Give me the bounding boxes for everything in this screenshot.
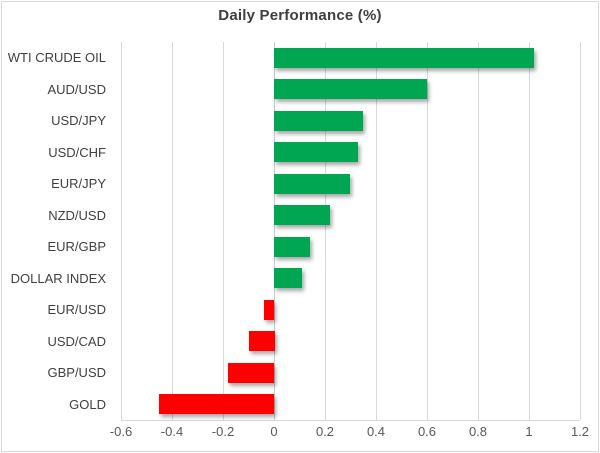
gridline — [376, 42, 377, 420]
bar-gbp-usd — [228, 362, 274, 383]
gridline — [121, 42, 122, 420]
bar-wti-crude-oil — [274, 47, 534, 68]
x-tick-label: 1 — [525, 424, 533, 439]
category-label: NZD/USD — [48, 207, 106, 223]
x-tick-label: 0 — [270, 424, 278, 439]
category-label: EUR/JPY — [51, 176, 106, 192]
x-tick-label: -0.6 — [109, 424, 133, 439]
bar-eur-jpy — [274, 173, 350, 194]
bar-dollar-index — [274, 268, 302, 289]
bar-usd-cad — [249, 331, 275, 352]
bar-nzd-usd — [274, 205, 330, 226]
category-label: USD/JPY — [51, 113, 106, 129]
x-tick-label: 0.4 — [366, 424, 386, 439]
x-tick-label: 0.8 — [468, 424, 488, 439]
gridline — [223, 42, 224, 420]
gridline — [580, 42, 581, 420]
category-label: USD/CHF — [48, 144, 106, 160]
category-label: EUR/GBP — [47, 239, 106, 255]
value-axis: -0.6 -0.4 -0.2 0 0.2 0.4 0.6 0.8 1 1.2 — [110, 424, 589, 446]
plot-area — [121, 42, 581, 421]
bar-usd-jpy — [274, 110, 363, 131]
x-tick-label: 1.2 — [570, 424, 590, 439]
chart-title: Daily Performance (%) — [218, 7, 382, 24]
bar-usd-chf — [274, 142, 358, 163]
x-tick-label: 0.2 — [315, 424, 335, 439]
category-label: GOLD — [69, 396, 106, 412]
bar-eur-gbp — [274, 236, 310, 257]
x-tick-label: -0.2 — [211, 424, 235, 439]
category-label: DOLLAR INDEX — [10, 270, 106, 286]
category-label: GBP/USD — [47, 365, 106, 381]
zero-axis-line — [274, 42, 275, 420]
gridline — [427, 42, 428, 420]
bar-eur-usd — [264, 299, 274, 320]
category-label: WTI CRUDE OIL — [7, 50, 106, 66]
bar-aud-usd — [274, 79, 427, 100]
category-label: AUD/USD — [47, 81, 106, 97]
gridline — [529, 42, 530, 420]
x-tick-label: 0.6 — [417, 424, 437, 439]
x-tick-label: -0.4 — [160, 424, 184, 439]
gridline — [325, 42, 326, 420]
bar-gold — [159, 394, 274, 415]
category-label: EUR/USD — [47, 302, 106, 318]
gridline — [478, 42, 479, 420]
gridline — [172, 42, 173, 420]
category-label: USD/CAD — [47, 333, 106, 349]
category-axis: WTI CRUDE OIL AUD/USD USD/JPY USD/CHF EUR/JP… — [0, 42, 110, 420]
